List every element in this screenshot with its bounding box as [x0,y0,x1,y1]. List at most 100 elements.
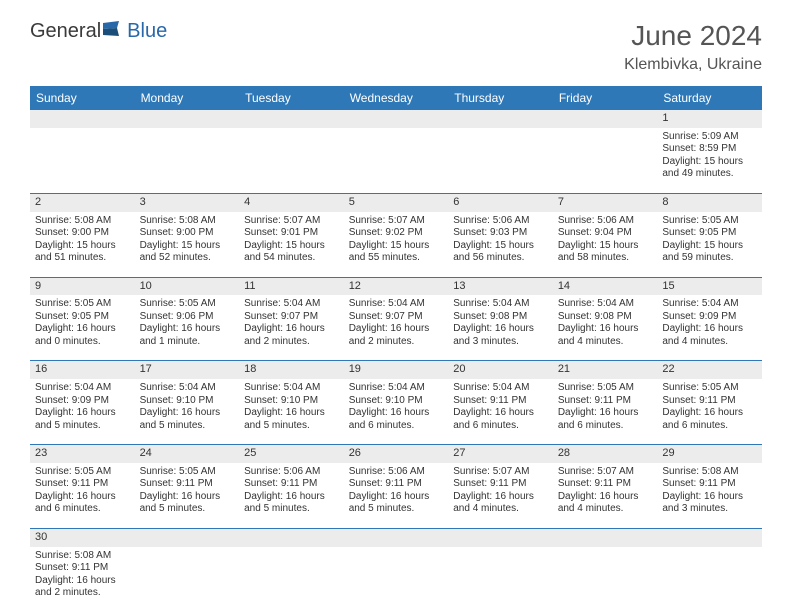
week-row: Sunrise: 5:08 AMSunset: 9:11 PMDaylight:… [30,547,762,612]
daynum-row: 2345678 [30,193,762,211]
day-details: Sunrise: 5:08 AMSunset: 9:00 PMDaylight:… [35,215,130,265]
daynum-row: 16171819202122 [30,361,762,379]
weekday-header: Wednesday [344,86,449,110]
header: General Blue June 2024 Klembivka, Ukrain… [30,20,762,74]
day-number: 16 [30,361,135,379]
day-cell: Sunrise: 5:04 AMSunset: 9:08 PMDaylight:… [448,295,553,361]
day-number: 19 [344,361,449,379]
day-number: 1 [657,110,762,128]
empty-cell [657,547,762,612]
day-number-text: 2 [35,196,130,210]
day-details: Sunrise: 5:04 AMSunset: 9:07 PMDaylight:… [349,298,444,348]
empty-cell [344,110,449,128]
weekday-header: Monday [135,86,240,110]
day-details: Sunrise: 5:04 AMSunset: 9:10 PMDaylight:… [244,382,339,432]
day-number-text: 19 [349,363,444,377]
day-number: 17 [135,361,240,379]
week-row: Sunrise: 5:08 AMSunset: 9:00 PMDaylight:… [30,212,762,278]
day-number: 25 [239,445,344,463]
empty-cell [135,128,240,194]
day-number: 7 [553,193,658,211]
day-number-text: 29 [662,447,757,461]
daynum-row: 23 24 25 26 27 28 29 [30,445,762,463]
empty-cell [344,547,449,612]
logo-text-general: General [30,20,101,43]
day-cell: Sunrise: 5:05 AMSunset: 9:11 PMDaylight:… [657,379,762,445]
day-details: Sunrise: 5:04 AMSunset: 9:09 PMDaylight:… [35,382,130,432]
day-cell: Sunrise: 5:08 AMSunset: 9:11 PMDaylight:… [30,547,135,612]
day-cell: Sunrise: 5:04 AMSunset: 9:10 PMDaylight:… [344,379,449,445]
day-details: Sunrise: 5:05 AMSunset: 9:05 PMDaylight:… [662,215,757,265]
day-number-text: 25 [244,447,339,461]
day-number-text: 30 [35,531,130,545]
calendar-body: 1 Sunrise: 5:09 AMSunset: 8:59 PMDaylight… [30,110,762,612]
day-cell: Sunrise: 5:07 AMSunset: 9:11 PMDaylight:… [553,463,658,529]
day-number-text: 11 [244,280,339,294]
day-details: Sunrise: 5:07 AMSunset: 9:11 PMDaylight:… [453,466,548,516]
day-number-text: 13 [453,280,548,294]
day-number: 10 [135,277,240,295]
day-details: Sunrise: 5:06 AMSunset: 9:11 PMDaylight:… [244,466,339,516]
day-details: Sunrise: 5:06 AMSunset: 9:03 PMDaylight:… [453,215,548,265]
logo-text-blue: Blue [127,20,167,43]
day-number: 24 [135,445,240,463]
day-number-text: 3 [140,196,235,210]
day-cell: Sunrise: 5:08 AMSunset: 9:11 PMDaylight:… [657,463,762,529]
day-number: 28 [553,445,658,463]
day-number-text: 17 [140,363,235,377]
day-details: Sunrise: 5:06 AMSunset: 9:04 PMDaylight:… [558,215,653,265]
empty-cell [448,528,553,546]
day-number: 13 [448,277,553,295]
empty-cell [30,128,135,194]
day-number: 3 [135,193,240,211]
day-cell: Sunrise: 5:05 AMSunset: 9:11 PMDaylight:… [135,463,240,529]
day-number-text: 12 [349,280,444,294]
empty-cell [30,110,135,128]
week-row: Sunrise: 5:05 AMSunset: 9:05 PMDaylight:… [30,295,762,361]
day-number: 9 [30,277,135,295]
day-cell: Sunrise: 5:07 AMSunset: 9:11 PMDaylight:… [448,463,553,529]
empty-cell [553,528,658,546]
day-cell: Sunrise: 5:04 AMSunset: 9:11 PMDaylight:… [448,379,553,445]
day-cell: Sunrise: 5:06 AMSunset: 9:11 PMDaylight:… [239,463,344,529]
week-row: Sunrise: 5:09 AMSunset: 8:59 PMDaylight:… [30,128,762,194]
day-cell: Sunrise: 5:04 AMSunset: 9:07 PMDaylight:… [239,295,344,361]
day-number-text: 24 [140,447,235,461]
empty-cell [657,528,762,546]
weekday-header-row: SundayMondayTuesdayWednesdayThursdayFrid… [30,86,762,110]
day-number: 26 [344,445,449,463]
day-number: 8 [657,193,762,211]
day-cell: Sunrise: 5:04 AMSunset: 9:09 PMDaylight:… [657,295,762,361]
day-number: 30 [30,528,135,546]
day-number: 5 [344,193,449,211]
location: Klembivka, Ukraine [624,56,762,74]
day-number-text: 26 [349,447,444,461]
day-details: Sunrise: 5:08 AMSunset: 9:11 PMDaylight:… [662,466,757,516]
day-number-text: 1 [662,112,757,126]
empty-cell [135,110,240,128]
weekday-header: Sunday [30,86,135,110]
logo: General Blue [30,20,167,43]
day-details: Sunrise: 5:04 AMSunset: 9:07 PMDaylight:… [244,298,339,348]
day-cell: Sunrise: 5:06 AMSunset: 9:04 PMDaylight:… [553,212,658,278]
empty-cell [344,128,449,194]
day-details: Sunrise: 5:04 AMSunset: 9:08 PMDaylight:… [453,298,548,348]
day-details: Sunrise: 5:07 AMSunset: 9:01 PMDaylight:… [244,215,339,265]
day-cell: Sunrise: 5:08 AMSunset: 9:00 PMDaylight:… [135,212,240,278]
day-cell: Sunrise: 5:05 AMSunset: 9:06 PMDaylight:… [135,295,240,361]
day-details: Sunrise: 5:04 AMSunset: 9:11 PMDaylight:… [453,382,548,432]
day-number-text: 21 [558,363,653,377]
day-number: 4 [239,193,344,211]
day-cell: Sunrise: 5:06 AMSunset: 9:03 PMDaylight:… [448,212,553,278]
day-number-text: 27 [453,447,548,461]
day-number-text: 10 [140,280,235,294]
day-details: Sunrise: 5:06 AMSunset: 9:11 PMDaylight:… [349,466,444,516]
day-cell: Sunrise: 5:09 AMSunset: 8:59 PMDaylight:… [657,128,762,194]
day-details: Sunrise: 5:05 AMSunset: 9:11 PMDaylight:… [140,466,235,516]
day-details: Sunrise: 5:05 AMSunset: 9:05 PMDaylight:… [35,298,130,348]
day-number: 23 [30,445,135,463]
day-cell: Sunrise: 5:05 AMSunset: 9:11 PMDaylight:… [553,379,658,445]
weekday-header: Friday [553,86,658,110]
day-number: 2 [30,193,135,211]
day-number-text: 5 [349,196,444,210]
